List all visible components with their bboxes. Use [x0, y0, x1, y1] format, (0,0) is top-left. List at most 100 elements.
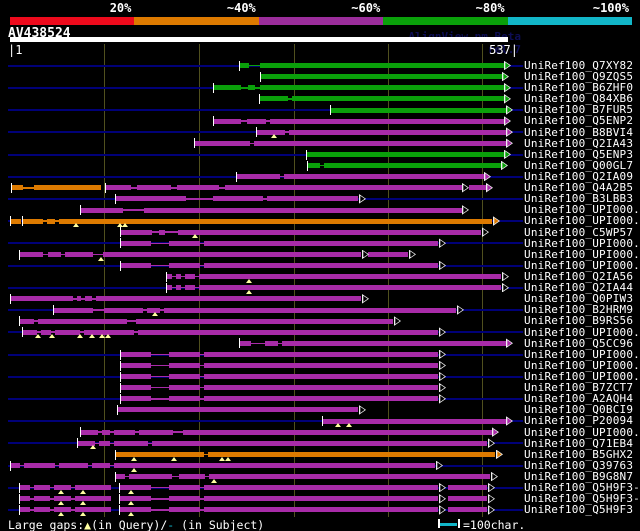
alignment-row[interactable]: UniRef100_UPI000..	[0, 204, 640, 215]
row-label[interactable]: UniRef100_UPI000..	[524, 203, 640, 217]
alignment-row[interactable]: UniRef100_Q5ENP2	[0, 114, 640, 128]
subject-gap-segment	[280, 175, 284, 178]
alignment-row[interactable]: UniRef100_B7ZCT7	[0, 382, 640, 393]
row-label[interactable]: UniRef100_Q5CC96	[524, 336, 634, 350]
alignment-row[interactable]: UniRef100_UPI000..	[0, 349, 640, 360]
alignment-row[interactable]: UniRef100_A2AQH4	[0, 393, 640, 404]
subject-gap-segment	[285, 131, 289, 133]
alignment-row[interactable]: UniRef100_Q2IA09	[0, 171, 640, 182]
row-label[interactable]: UniRef100_Q5H9F3-3	[524, 492, 640, 506]
alignment-row[interactable]: UniRef100_Q2IA44	[0, 281, 640, 295]
alignment-row[interactable]: UniRef100_P20094	[0, 414, 640, 428]
hsp-start-tick	[11, 182, 12, 193]
row-label[interactable]: UniRef100_Q2IA43	[524, 136, 634, 150]
alignment-row[interactable]: UniRef100_Q5ENP3	[0, 149, 640, 160]
hsp-bar-segment	[41, 329, 51, 335]
alignment-row[interactable]: UniRef100_UPI000..	[0, 260, 640, 271]
alignment-row[interactable]: UniRef100_Q39763	[0, 458, 640, 472]
row-label[interactable]: UniRef100_Q2IA44	[524, 281, 634, 295]
alignment-row[interactable]: UniRef100_B9RS56	[0, 314, 640, 328]
row-label[interactable]: UniRef100_UPI000..	[524, 258, 640, 272]
row-label[interactable]: UniRef100_B7FUR5	[524, 103, 634, 117]
row-label[interactable]: UniRef100_Q00GL7	[524, 158, 634, 172]
alignment-row[interactable]: UniRef100_B5GHX2	[0, 447, 640, 461]
row-label[interactable]: UniRef100_Q5H9F3-2	[524, 481, 640, 495]
row-label[interactable]: UniRef100_Q9ZQS5	[524, 70, 634, 83]
row-label[interactable]: UniRef100_Q84XB6	[524, 92, 634, 106]
row-label[interactable]: UniRef100_B3LBB3	[524, 192, 634, 206]
row-label[interactable]: UniRef100_UPI000..	[524, 369, 640, 383]
alignment-row[interactable]: UniRef100_Q71EB4	[0, 436, 640, 450]
row-label[interactable]: UniRef100_Q39763	[524, 458, 634, 472]
row-label[interactable]: UniRef100_P20094	[524, 414, 634, 428]
alignment-row[interactable]: UniRef100_Q0BCI9	[0, 404, 640, 415]
query-gap-triangle-icon	[73, 223, 79, 228]
subject-gap-segment	[123, 209, 144, 211]
row-label[interactable]: UniRef100_UPI000..	[524, 425, 640, 439]
alignment-row[interactable]: UniRef100_Q00GL7	[0, 160, 640, 171]
row-label[interactable]: UniRef100_B6ZHF0	[524, 81, 634, 95]
row-label[interactable]: UniRef100_Q0PIW3	[524, 292, 634, 306]
alignment-row[interactable]: UniRef100_Q7XY82	[0, 60, 640, 71]
hsp-bar-segment	[81, 429, 98, 435]
alignment-row[interactable]: UniRef100_Q9ZQS5	[0, 71, 640, 82]
row-label[interactable]: UniRef100_UPI000..	[524, 358, 640, 372]
row-label[interactable]: UniRef100_Q7XY82	[524, 58, 634, 72]
alignment-row[interactable]: UniRef100_UPI000..	[0, 425, 640, 439]
subject-gap-segment	[37, 331, 41, 333]
alignment-row[interactable]: UniRef100_B6ZHF0	[0, 82, 640, 93]
alignment-row[interactable]: UniRef100_B7FUR5	[0, 104, 640, 115]
alignment-row[interactable]: UniRef100_UPI000..	[0, 371, 640, 382]
row-label[interactable]: UniRef100_B5GHX2	[524, 447, 634, 461]
row-label[interactable]: UniRef100_Q71EB4	[524, 436, 634, 450]
row-label[interactable]: UniRef100_UPI000..	[524, 236, 640, 250]
alignment-row[interactable]: UniRef100_Q5H9F3	[0, 503, 640, 517]
row-label[interactable]: UniRef100_B2HRM9	[524, 303, 634, 317]
alignment-row[interactable]: UniRef100_B3LBB3	[0, 193, 640, 204]
alignment-row[interactable]: UniRef100_Q5H9F3-3	[0, 492, 640, 506]
row-label[interactable]: UniRef100_Q5ENP2	[524, 114, 634, 128]
query-gap-triangle-icon	[58, 489, 64, 494]
hsp-start-tick	[105, 182, 106, 193]
alignment-row[interactable]: UniRef100_Q2IA56	[0, 269, 640, 283]
hsp-arrow-icon	[439, 327, 446, 337]
row-label[interactable]: UniRef100_A2AQH4	[524, 392, 634, 406]
row-label[interactable]: UniRef100_B7ZCT7	[524, 381, 634, 395]
alignment-row[interactable]: UniRef100_UPI000..	[0, 238, 640, 249]
hsp-start-tick	[120, 382, 121, 393]
row-label[interactable]: UniRef100_B9RS56	[524, 314, 634, 328]
alignment-row[interactable]: UniRef100_Q0PIW3	[0, 293, 640, 304]
alignment-row[interactable]: UniRef100_Q2IA43	[0, 138, 640, 149]
row-label[interactable]: UniRef100_Q5ENP3	[524, 147, 634, 161]
alignment-row[interactable]: UniRef100_UPI000..	[0, 360, 640, 371]
row-label[interactable]: UniRef100_UPI000..	[524, 347, 640, 361]
alignment-row[interactable]: UniRef100_B8BVI4	[0, 125, 640, 139]
row-label[interactable]: UniRef100_Q2IA09	[524, 170, 634, 183]
alignment-row[interactable]: UniRef100_Q4A2B5	[0, 182, 640, 193]
alignment-row[interactable]: UniRef100_UPI000..	[0, 325, 640, 339]
row-label[interactable]: UniRef100_C5WP57	[524, 225, 634, 239]
row-label[interactable]: UniRef100_Q0BCI9	[524, 403, 634, 417]
alignment-row[interactable]: UniRef100_UPI000..	[0, 214, 640, 228]
subject-gap-segment	[148, 442, 152, 445]
alignment-row[interactable]: UniRef100_B2HRM9	[0, 303, 640, 317]
hsp-arrow-icon	[439, 382, 446, 393]
row-label[interactable]: UniRef100_Q4A2B5	[524, 181, 634, 195]
row-label[interactable]: UniRef100_UPI000..	[524, 247, 640, 261]
row-label[interactable]: UniRef100_B9G8N7	[524, 469, 634, 483]
row-label[interactable]: UniRef100_Q2IA56	[524, 269, 634, 283]
alignment-row[interactable]: UniRef100_Q84XB6	[0, 93, 640, 104]
alignment-row[interactable]: UniRef100_UPI000..	[0, 247, 640, 261]
row-label[interactable]: UniRef100_UPI000..	[524, 325, 640, 339]
row-label[interactable]: UniRef100_UPI000..	[524, 214, 640, 228]
row-label[interactable]: UniRef100_Q5H9F3	[524, 503, 634, 517]
hsp-arrow-icon	[482, 227, 489, 237]
hsp-start-tick	[19, 482, 20, 493]
alignment-row[interactable]: UniRef100_B9G8N7	[0, 469, 640, 483]
hsp-bar-segment	[248, 85, 255, 91]
alignment-row[interactable]: UniRef100_Q5CC96	[0, 338, 640, 349]
alignment-row[interactable]: UniRef100_C5WP57	[0, 225, 640, 239]
hsp-arrow-fill	[463, 184, 468, 191]
alignment-row[interactable]: UniRef100_Q5H9F3-2	[0, 481, 640, 495]
row-label[interactable]: UniRef100_B8BVI4	[524, 125, 634, 139]
